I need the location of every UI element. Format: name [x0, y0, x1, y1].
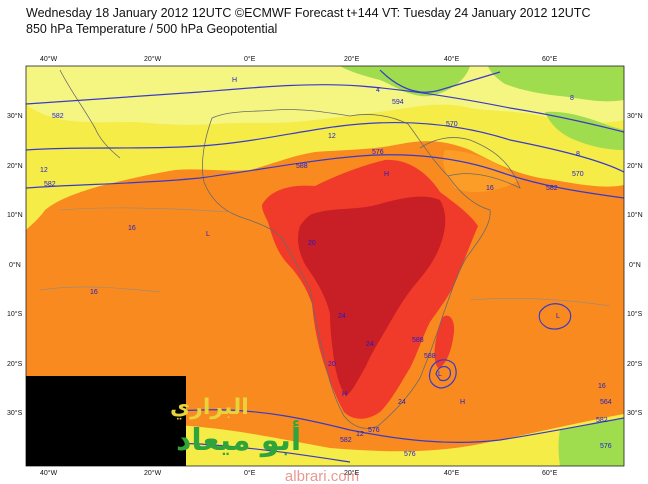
geo-label: 570: [572, 171, 584, 178]
latitude-labels-right: 30°N 20°N 10°N 0°N 10°S 20°S 30°S: [627, 112, 643, 417]
temp-label: 12: [356, 431, 364, 438]
lat-label: 10°N: [627, 211, 643, 219]
high-marker: H: [384, 171, 389, 178]
lon-label: 20°W: [144, 469, 162, 477]
geo-label: 588: [424, 353, 436, 360]
watermark-box: [26, 376, 186, 466]
geo-label: 588: [412, 337, 424, 344]
lat-label: 20°S: [7, 360, 23, 368]
madagascar: [434, 315, 455, 368]
forecast-title: Wednesday 18 January 2012 12UTC ©ECMWF F…: [26, 6, 591, 20]
temp-label: 12: [40, 167, 48, 174]
longitude-labels-top: 40°W 20°W 0°E 20°E 40°E 60°E: [40, 55, 558, 63]
africa-extreme-core: [298, 196, 446, 396]
geopotential-labels: 594 582 576 576 582 588 570 582 576 564 …: [44, 99, 612, 458]
geo-label: 576: [404, 451, 416, 458]
temp-label: 24: [398, 399, 406, 406]
watermark-text-2: أبو ميعاد: [176, 420, 301, 458]
high-marker: H: [342, 391, 347, 398]
geo-label: 576: [372, 149, 384, 156]
southeast-green-patch: [558, 418, 624, 466]
temp-label: 8: [576, 151, 580, 158]
lon-label: 60°E: [542, 469, 558, 477]
temperature-contours: [39, 207, 611, 307]
northeast-green-patch: [488, 66, 624, 102]
lon-label: 60°E: [542, 55, 558, 63]
north-light-yellow: [26, 66, 624, 125]
lat-label: 10°S: [627, 310, 643, 318]
pressure-markers: H L H L H H L: [206, 77, 560, 406]
temp-label: 24: [366, 341, 374, 348]
watermark-logo: البراري أبو ميعاد: [26, 376, 301, 466]
geo-label: 570: [446, 121, 458, 128]
low-marker: L: [438, 371, 442, 378]
lon-label: 0°E: [244, 55, 256, 63]
lat-label: 0°N: [9, 261, 21, 269]
temp-label: 20: [308, 240, 316, 247]
watermark-url: albrari.com: [285, 468, 359, 484]
lat-label: 10°S: [7, 310, 23, 318]
coastlines: [59, 69, 521, 429]
latitude-labels-left: 30°N 20°N 10°N 0°N 10°S 20°S 30°S: [7, 112, 23, 417]
lon-label: 40°W: [40, 55, 58, 63]
low-marker: L: [206, 231, 210, 238]
lat-label: 20°N: [627, 162, 643, 170]
temp-label: 16: [486, 185, 494, 192]
low-marker: L: [556, 313, 560, 320]
lat-label: 30°N: [627, 112, 643, 120]
temp-label: 20: [328, 361, 336, 368]
east-green-patch: [545, 111, 624, 150]
geo-label: 582: [340, 437, 352, 444]
geo-label: 564: [600, 399, 612, 406]
temp-label: 16: [598, 383, 606, 390]
lat-label: 20°N: [7, 162, 23, 170]
high-marker: H: [460, 399, 465, 406]
geo-label: 582: [44, 181, 56, 188]
arabia-warm-patch: [443, 150, 520, 193]
lon-label: 20°W: [144, 55, 162, 63]
geo-label: 582: [596, 417, 608, 424]
geo-label: 582: [52, 113, 64, 120]
forecast-subtitle: 850 hPa Temperature / 500 hPa Geopotenti…: [26, 22, 278, 36]
geo-label: 594: [392, 99, 404, 106]
lon-label: 40°E: [444, 55, 460, 63]
lat-label: 30°S: [7, 409, 23, 417]
lon-label: 20°E: [344, 55, 360, 63]
lon-label: 40°W: [40, 469, 58, 477]
watermark-text-1: البراري: [170, 395, 249, 420]
northern-green-patch: [340, 66, 470, 97]
lat-label: 30°N: [7, 112, 23, 120]
temp-label: 16: [90, 289, 98, 296]
lon-label: 20°E: [344, 469, 360, 477]
lon-label: 40°E: [444, 469, 460, 477]
lon-label: 0°E: [244, 469, 256, 477]
temp-label: 16: [128, 225, 136, 232]
temperature-labels: 20 24 24 20 16 16 12 16 24 12 8 4 16 8 1…: [40, 87, 606, 438]
geo-label: 576: [368, 427, 380, 434]
lat-label: 20°S: [627, 360, 643, 368]
temp-label: 8: [570, 95, 574, 102]
lat-label: 10°N: [7, 211, 23, 219]
lat-label: 0°N: [629, 261, 641, 269]
longitude-labels-bottom: 40°W 20°W 0°E 20°E 40°E 60°E: [40, 469, 558, 477]
map-header: Wednesday 18 January 2012 12UTC ©ECMWF F…: [26, 5, 636, 37]
geo-label: 576: [600, 443, 612, 450]
geo-label: 588: [296, 163, 308, 170]
geo-label: 582: [546, 185, 558, 192]
map-frame: [25, 65, 625, 467]
temp-label: 4: [376, 87, 380, 94]
temp-label: 24: [338, 313, 346, 320]
temp-label: 12: [328, 133, 336, 140]
high-marker: H: [232, 77, 237, 84]
lat-label: 30°S: [627, 409, 643, 417]
